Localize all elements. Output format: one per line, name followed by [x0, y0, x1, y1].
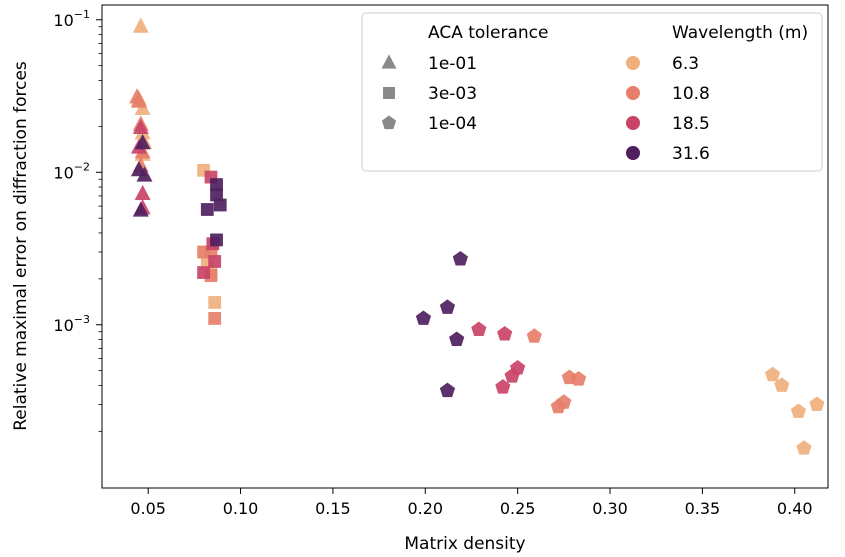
legend-marker-pentagon [381, 115, 397, 130]
x-tick-label: 0.10 [223, 499, 259, 518]
legend-color-swatch [626, 146, 640, 160]
legend-color-title: Wavelength (m) [672, 23, 808, 43]
legend-color-label: 6.3 [672, 54, 699, 74]
data-point-square [208, 255, 222, 268]
data-point-square [210, 233, 223, 247]
data-point-square [208, 312, 222, 325]
legend-marker-title: ACA tolerance [428, 23, 548, 43]
data-point-pentagon [571, 371, 587, 386]
data-point-square [197, 266, 211, 279]
data-point-pentagon [790, 403, 807, 418]
data-point-pentagon [495, 379, 511, 394]
y-axis-ticks: 10−1 10−2 10−3 [53, 8, 102, 432]
data-point-triangle [136, 166, 153, 182]
legend-color-label: 31.6 [672, 144, 710, 164]
legend-marker-entries: 1e-01 3e-03 1e-04 [381, 54, 477, 134]
data-point-triangle [132, 17, 149, 33]
legend-marker-label: 1e-04 [428, 114, 477, 134]
x-axis-ticks: 0.05 0.10 0.15 0.20 0.25 0.30 0.35 0.40 [130, 488, 813, 518]
data-point-pentagon [497, 325, 513, 341]
x-tick-label: 0.15 [315, 499, 351, 518]
y-axis-label: Relative maximal error on diffraction fo… [11, 61, 31, 431]
x-tick-label: 0.25 [500, 499, 536, 518]
data-point-pentagon [449, 331, 465, 347]
data-points [129, 17, 825, 455]
legend: ACA tolerance Wavelength (m) 1e-013e-031… [361, 12, 823, 172]
data-point-square [210, 178, 223, 192]
data-point-triangle [134, 134, 151, 150]
plot-frame [101, 4, 829, 489]
legend-color-swatch [626, 56, 640, 70]
x-tick-label: 0.20 [407, 499, 443, 518]
data-point-pentagon [774, 377, 790, 392]
x-tick-label: 0.35 [685, 499, 721, 518]
data-point-pentagon [809, 396, 825, 411]
data-point-pentagon [452, 250, 468, 266]
x-axis-label: Matrix density [404, 534, 525, 554]
data-point-triangle [132, 118, 149, 135]
y-tick-label: 10−1 [53, 8, 90, 30]
legend-marker-triangle [381, 54, 397, 69]
data-point-pentagon [415, 310, 432, 325]
legend-box [361, 12, 823, 172]
data-point-pentagon [439, 299, 456, 314]
data-point-pentagon [796, 440, 812, 455]
data-point-pentagon [504, 368, 520, 383]
legend-color-label: 18.5 [672, 114, 710, 134]
x-tick-label: 0.05 [130, 499, 166, 518]
data-point-triangle [134, 184, 151, 201]
data-point-pentagon [439, 382, 456, 398]
legend-color-label: 10.8 [672, 84, 710, 104]
data-point-pentagon [550, 398, 566, 414]
y-tick-label: 10−3 [53, 313, 90, 335]
data-point-triangle [130, 92, 147, 108]
legend-marker-square [383, 87, 395, 99]
legend-color-entries: 6.3 10.8 18.5 31.6 [626, 54, 710, 164]
legend-color-swatch [626, 86, 640, 100]
legend-marker-label: 3e-03 [428, 84, 477, 104]
data-point-square [213, 198, 227, 212]
data-point-pentagon [526, 328, 542, 343]
legend-color-swatch [626, 116, 640, 130]
data-point-square [200, 203, 214, 216]
data-point-triangle [132, 201, 149, 217]
data-point-square [210, 188, 223, 202]
data-point-pentagon [764, 366, 781, 382]
data-point-pentagon [471, 321, 487, 337]
y-tick-label: 10−2 [53, 160, 90, 182]
x-tick-label: 0.40 [777, 499, 813, 518]
x-tick-label: 0.30 [592, 499, 628, 518]
legend-marker-label: 1e-01 [428, 54, 477, 74]
data-point-square [208, 296, 222, 309]
